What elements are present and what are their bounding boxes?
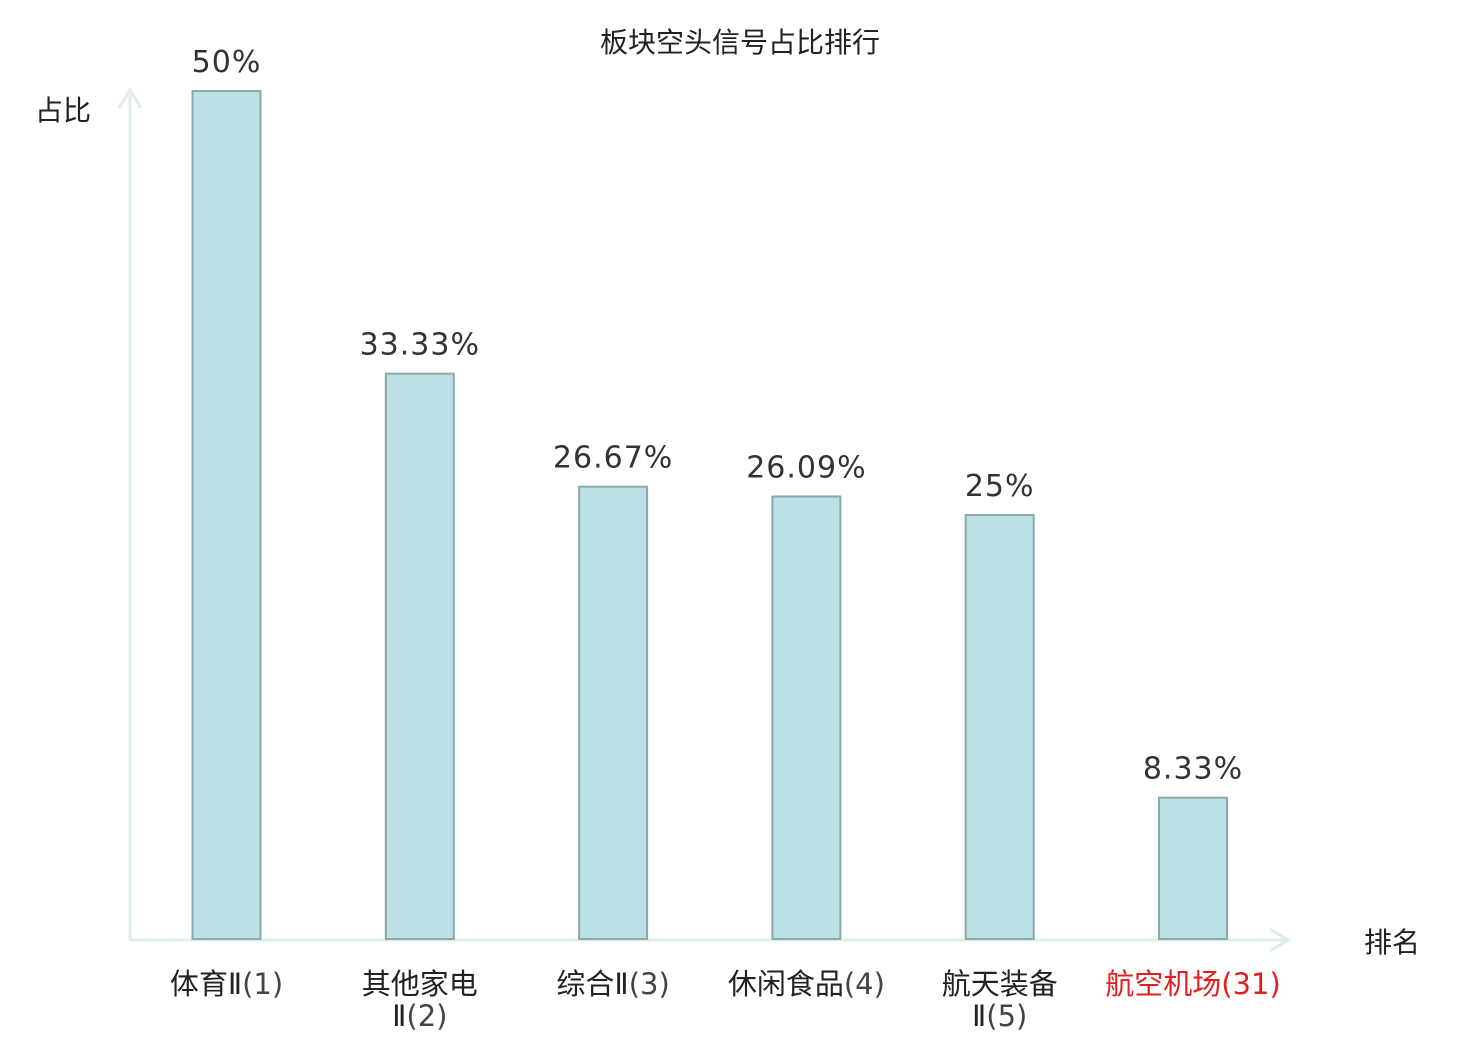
x-tick-label-1: 体育Ⅱ(1) [170,967,283,1001]
y-axis-arrow-icon [117,87,143,109]
x-tick-label-4: 休闲食品(4) [728,967,885,1001]
bar-3 [578,485,649,940]
data-label-3: 26.67% [553,441,673,476]
x-tick-label-2-line-2: Ⅱ(2) [392,999,447,1033]
y-axis-label: 占比 [35,94,91,127]
bars [191,90,1228,941]
chart-title: 板块空头信号占比排行 [600,26,880,59]
data-label-4: 26.09% [746,451,866,486]
x-tick-label-5-line-1: 航天装备 [942,967,1058,1001]
bar-5 [964,514,1035,940]
bar-4 [771,495,842,940]
x-tick-label-3: 综合Ⅱ(3) [556,967,669,1001]
x-tick-label-2-line-1: 其他家电 [362,967,478,1001]
x-tick-label-5-line-2: Ⅱ(5) [972,999,1027,1033]
axes [117,87,1291,953]
value-labels: 50% 33.33% 26.67% 26.09% 25% 8.33% [192,45,1243,787]
data-label-5: 25% [965,469,1035,504]
data-label-6: 8.33% [1143,752,1243,787]
bar-1 [191,90,262,940]
x-axis-arrow-icon [1269,927,1291,953]
x-tick-label-6: 航空机场(31) [1105,967,1281,1001]
data-label-2: 33.33% [360,328,480,363]
bar-2 [384,372,455,940]
bar-6 [1158,796,1228,941]
data-label-1: 50% [192,45,262,80]
x-axis-label: 排名 [1364,926,1420,959]
